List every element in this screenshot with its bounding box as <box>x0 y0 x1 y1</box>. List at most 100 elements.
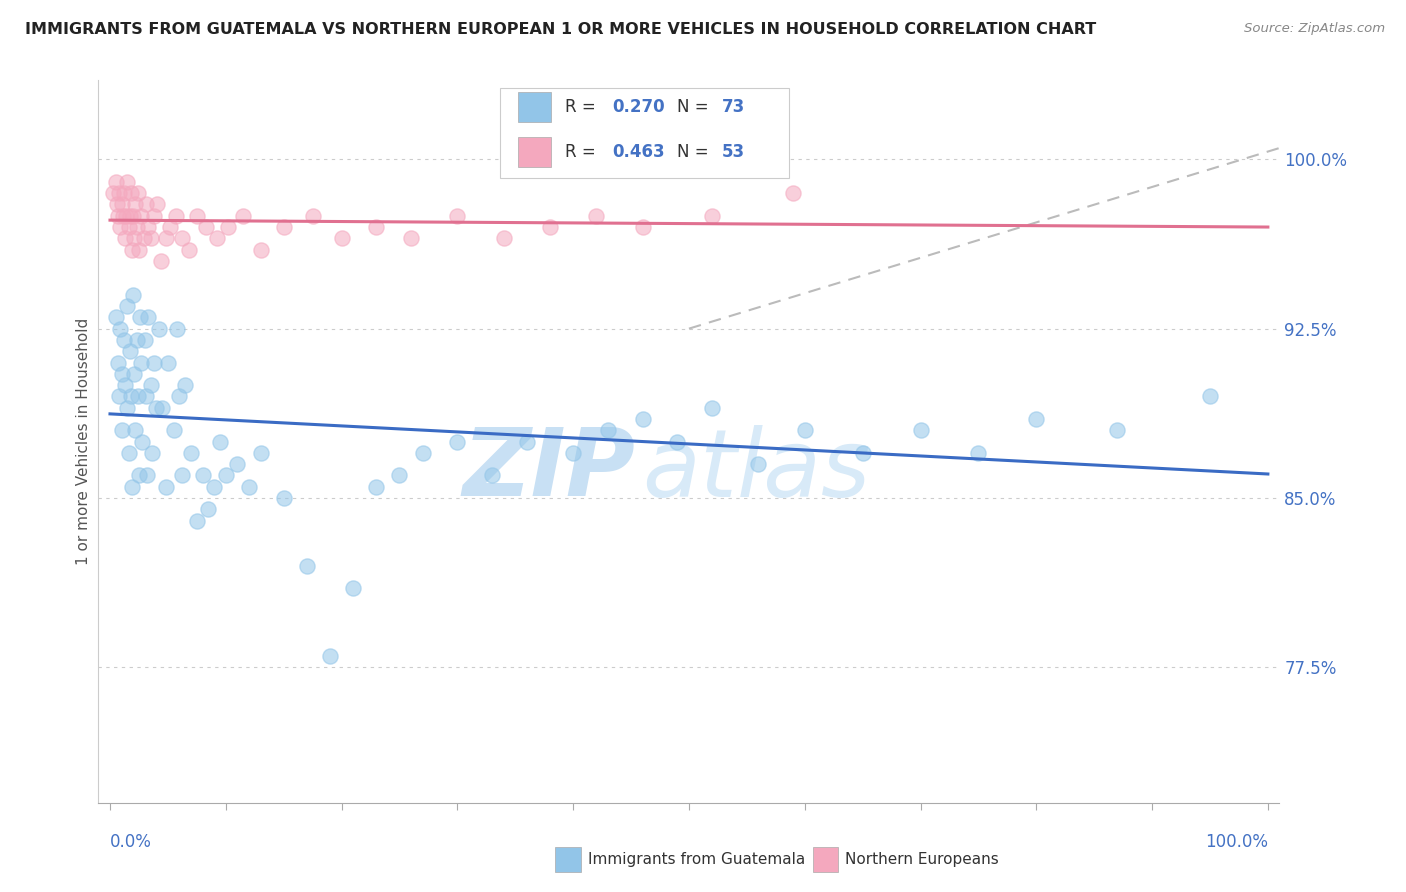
Text: N =: N = <box>678 143 714 161</box>
Point <box>226 457 249 471</box>
Point <box>127 186 149 201</box>
Point <box>249 243 271 257</box>
Point <box>120 186 142 201</box>
Text: R =: R = <box>565 98 600 116</box>
Point <box>446 434 468 449</box>
Point <box>122 209 145 223</box>
Point <box>170 231 193 245</box>
Point <box>127 389 149 403</box>
Point <box>118 209 141 223</box>
Point <box>596 423 619 437</box>
Point <box>110 321 132 335</box>
Point <box>125 333 148 347</box>
Point <box>793 423 815 437</box>
Point <box>366 220 388 235</box>
Point <box>215 468 238 483</box>
Point <box>135 389 157 403</box>
Text: Source: ZipAtlas.com: Source: ZipAtlas.com <box>1244 22 1385 36</box>
Point <box>910 423 932 437</box>
Point <box>120 389 142 403</box>
Point <box>131 434 153 449</box>
Point <box>170 468 193 483</box>
Point <box>104 310 127 325</box>
Point <box>412 446 434 460</box>
Point <box>110 423 132 437</box>
Point <box>205 231 228 245</box>
Point <box>967 446 990 460</box>
Point <box>852 446 875 460</box>
Point <box>159 220 181 235</box>
Point <box>121 480 143 494</box>
Point <box>186 514 208 528</box>
Point <box>163 423 186 437</box>
FancyBboxPatch shape <box>501 87 789 178</box>
Point <box>125 220 148 235</box>
Text: Northern Europeans: Northern Europeans <box>845 853 998 867</box>
Point <box>128 243 150 257</box>
Point <box>631 412 654 426</box>
Point <box>232 209 254 223</box>
Text: 53: 53 <box>723 143 745 161</box>
Point <box>129 355 152 369</box>
Point <box>366 480 388 494</box>
Point <box>585 209 607 223</box>
Point <box>121 243 143 257</box>
Point <box>195 220 218 235</box>
Point <box>1025 412 1047 426</box>
Point <box>481 468 503 483</box>
Point <box>136 220 159 235</box>
Point <box>117 220 139 235</box>
Point <box>112 186 135 201</box>
Point <box>117 446 139 460</box>
Point <box>666 434 689 449</box>
Point <box>124 231 146 245</box>
Point <box>146 197 169 211</box>
Point <box>105 197 128 211</box>
Point <box>319 648 342 663</box>
Point <box>135 197 157 211</box>
Point <box>139 378 162 392</box>
Point <box>202 480 225 494</box>
Point <box>562 446 585 460</box>
Point <box>177 243 200 257</box>
Point <box>342 582 364 596</box>
Text: IMMIGRANTS FROM GUATEMALA VS NORTHERN EUROPEAN 1 OR MORE VEHICLES IN HOUSEHOLD C: IMMIGRANTS FROM GUATEMALA VS NORTHERN EU… <box>25 22 1097 37</box>
Point <box>143 355 166 369</box>
Point <box>446 209 468 223</box>
Point <box>238 480 260 494</box>
Point <box>492 231 515 245</box>
Point <box>174 378 197 392</box>
Point <box>136 310 159 325</box>
Point <box>122 287 145 301</box>
Point <box>150 401 173 415</box>
Point <box>108 186 131 201</box>
Text: R =: R = <box>565 143 600 161</box>
Point <box>149 253 172 268</box>
Point <box>538 220 561 235</box>
Point <box>118 344 141 359</box>
Point <box>747 457 769 471</box>
Point <box>399 231 422 245</box>
Point <box>700 401 723 415</box>
Point <box>155 480 177 494</box>
Point <box>104 175 127 189</box>
Point <box>249 446 271 460</box>
Text: atlas: atlas <box>641 425 870 516</box>
Point <box>631 220 654 235</box>
Point <box>330 231 353 245</box>
Point <box>180 446 202 460</box>
Point <box>115 209 138 223</box>
Point <box>295 558 318 573</box>
Point <box>112 333 135 347</box>
Point <box>110 220 132 235</box>
Point <box>148 321 170 335</box>
Point <box>139 231 162 245</box>
Point <box>191 468 214 483</box>
Bar <box>517 136 551 167</box>
Point <box>155 231 177 245</box>
Point <box>129 209 152 223</box>
Point <box>114 378 136 392</box>
Point <box>301 209 323 223</box>
Text: 100.0%: 100.0% <box>1205 833 1268 851</box>
Point <box>117 401 139 415</box>
